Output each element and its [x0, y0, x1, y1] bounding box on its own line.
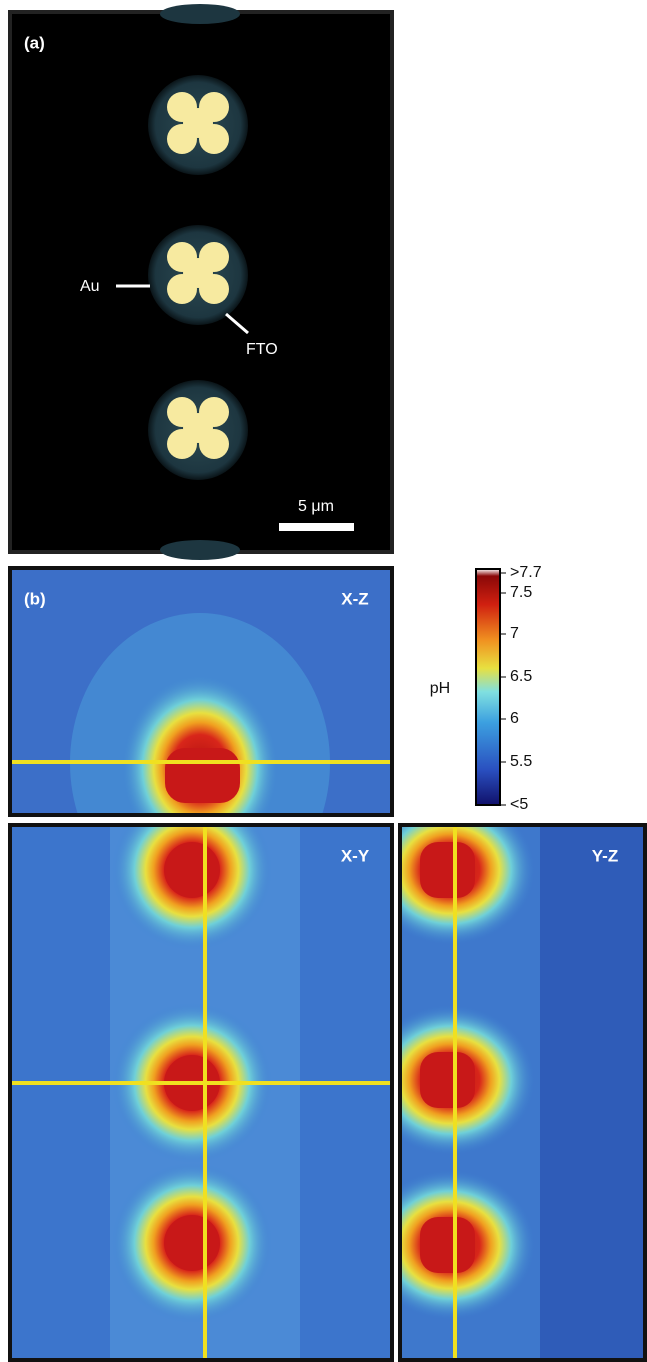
annotation: Au [80, 278, 100, 295]
lobe [183, 413, 213, 443]
core [420, 1052, 475, 1108]
panel-label: (a) [24, 33, 45, 52]
colorbar-tick-label: 7 [510, 625, 519, 642]
lobe [183, 108, 213, 138]
annotation: FTO [246, 341, 278, 358]
view-label: X-Z [341, 589, 368, 608]
figure: (a) Au FTO 5 μm (b) X-Z X-Y Y-Z pH >7.7 7… [0, 0, 647, 1362]
core [420, 1217, 475, 1273]
scale-bar [279, 523, 354, 531]
page: {"panel_a": {"label": "(a)", "annotation… [0, 0, 647, 1362]
colorbar-title: pH [430, 680, 450, 697]
colorbar-tick-label: <5 [510, 796, 528, 813]
panel-label: (b) [24, 589, 46, 608]
core [164, 842, 220, 898]
colorbar [476, 569, 500, 805]
panel-yz [365, 795, 645, 1362]
scale-bar-label: 5 μm [298, 498, 334, 515]
colorbar-tick-label: 6 [510, 710, 519, 727]
colorbar-tick-label: >7.7 [510, 564, 542, 581]
colorbar-tick-label: 7.5 [510, 584, 532, 601]
panel-xy [10, 790, 392, 1362]
core [164, 1215, 220, 1271]
lobe [183, 258, 213, 288]
colorbar-tick-label: 5.5 [510, 753, 532, 770]
core [420, 842, 475, 898]
view-label: X-Y [341, 846, 370, 865]
view-label: Y-Z [592, 846, 618, 865]
colorbar-tick-label: 6.5 [510, 668, 532, 685]
